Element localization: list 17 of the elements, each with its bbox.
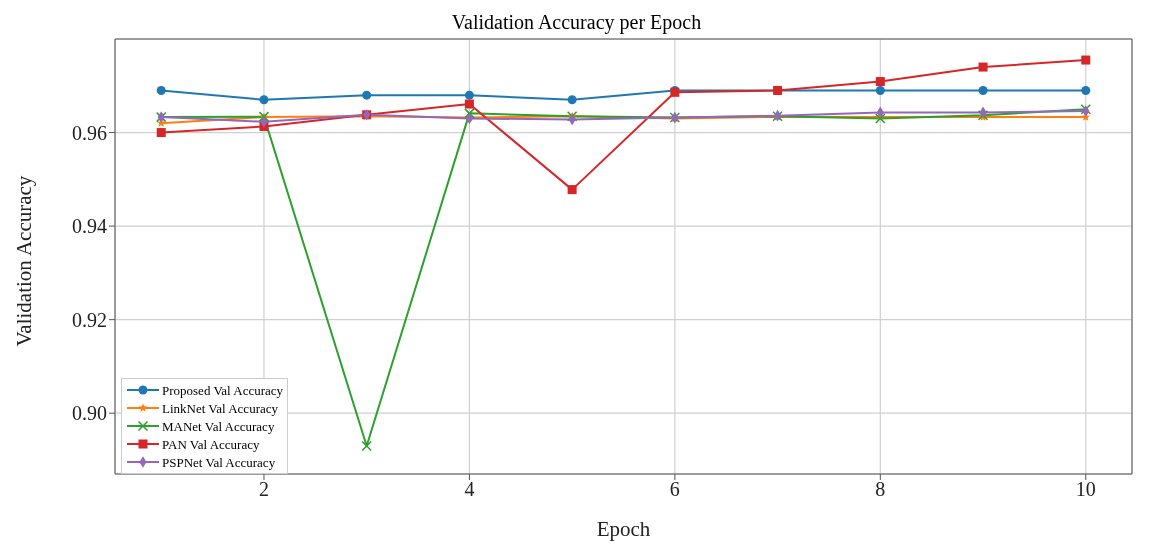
- legend-label: PAN Val Accuracy: [162, 436, 260, 452]
- x-axis-title: Epoch: [596, 517, 651, 541]
- legend-label: LinkNet Val Accuracy: [162, 400, 278, 416]
- x-tick-label: 2: [258, 478, 269, 501]
- legend-label: Proposed Val Accuracy: [162, 382, 284, 398]
- x-tick-label: 8: [875, 478, 886, 501]
- y-tick-label: 0.96: [72, 121, 107, 144]
- x-tick-label: 6: [669, 478, 680, 501]
- y-tick-label: 0.94: [72, 215, 107, 238]
- chart-title: Validation Accuracy per Epoch: [450, 10, 703, 36]
- y-tick-label: 0.90: [72, 402, 107, 425]
- legend-label: MANet Val Accuracy: [162, 418, 275, 434]
- y-tick-label: 0.92: [72, 308, 107, 331]
- y-axis-title: Validation Accuracy: [12, 175, 37, 347]
- x-tick-label: 10: [1075, 478, 1096, 501]
- legend-label: PSPNet Val Accuracy: [162, 454, 276, 470]
- x-tick-label: 4: [464, 478, 475, 501]
